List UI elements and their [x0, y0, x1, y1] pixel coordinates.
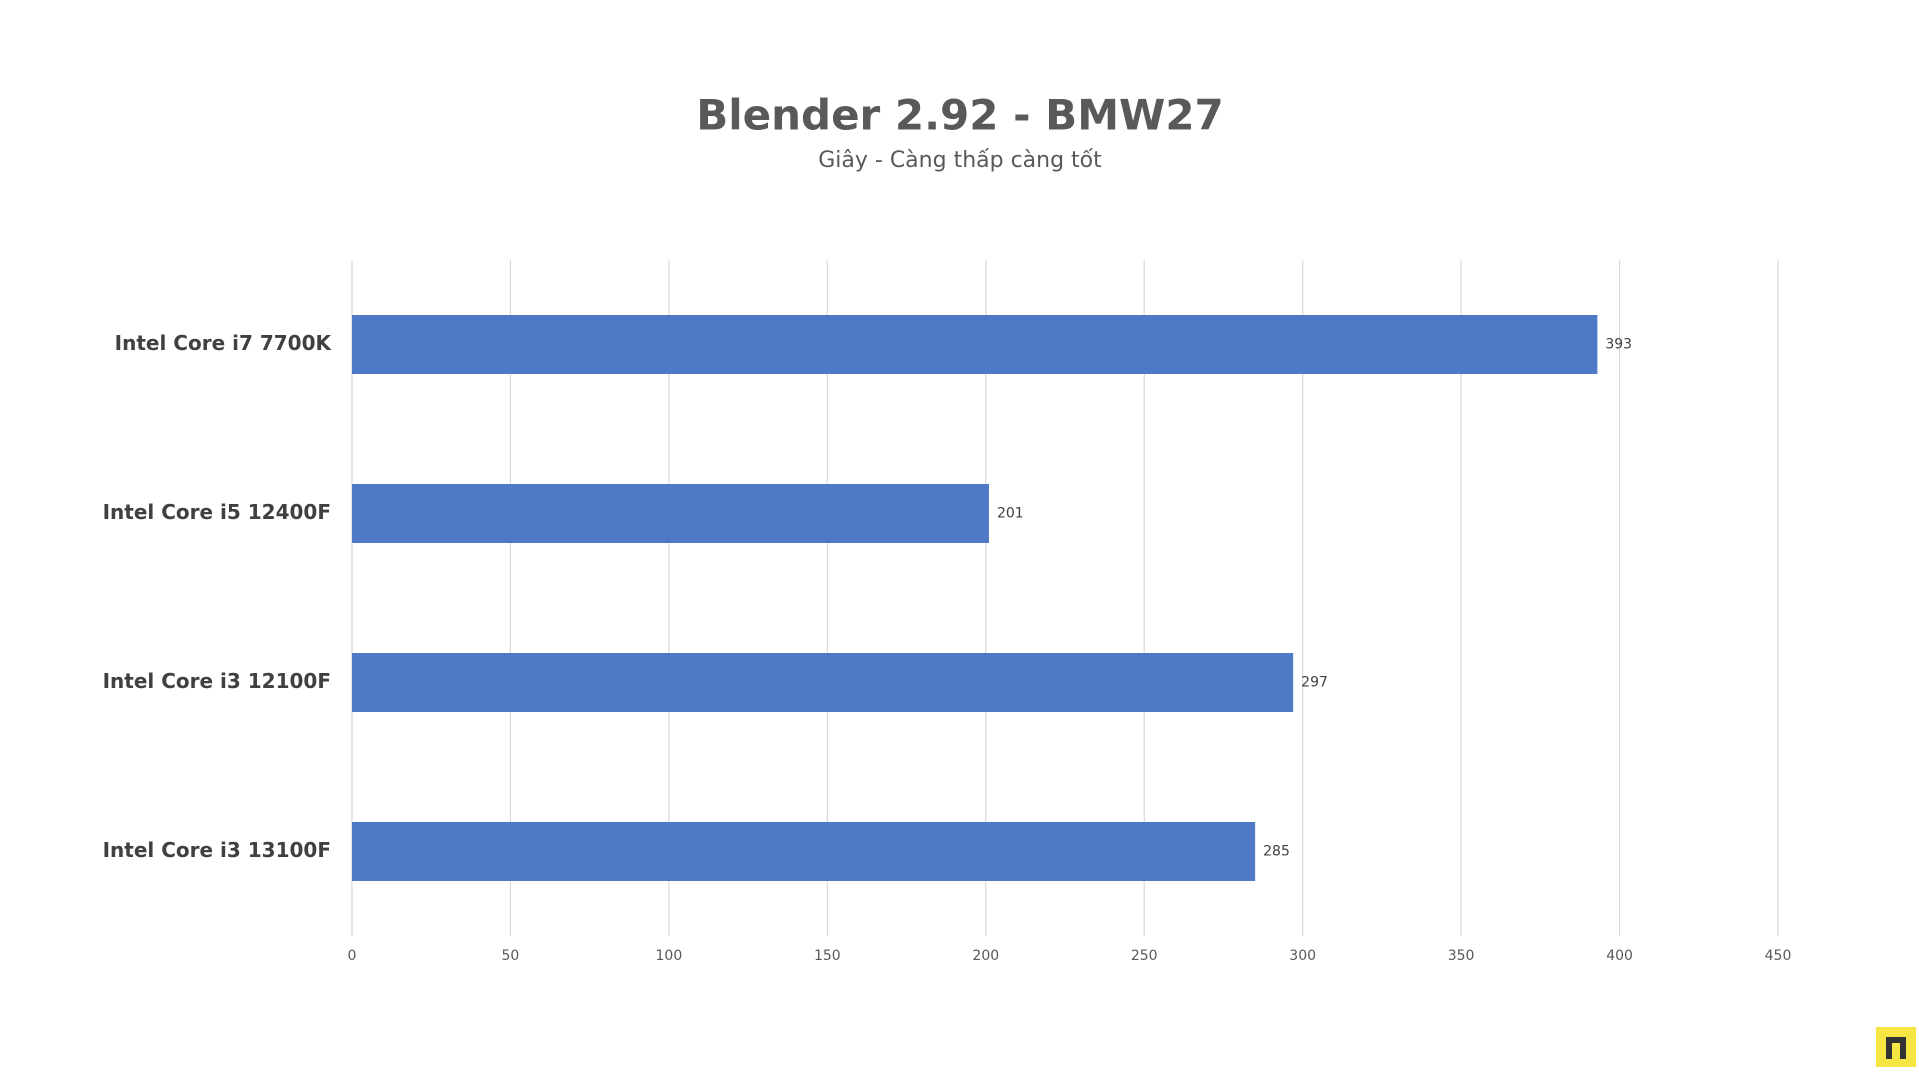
bar [352, 315, 1598, 374]
bar [352, 484, 989, 543]
x-tick-label: 0 [348, 948, 357, 964]
bar [352, 653, 1294, 712]
x-tick-label: 350 [1448, 948, 1475, 964]
data-label: 285 [1263, 844, 1290, 860]
x-tick-label: 300 [1289, 948, 1316, 964]
x-tick-label: 250 [1131, 948, 1158, 964]
x-tick-label: 450 [1765, 948, 1792, 964]
x-tick-label: 50 [502, 948, 520, 964]
data-label: 201 [997, 506, 1024, 522]
x-tick-label: 200 [972, 948, 999, 964]
chart-title: Blender 2.92 - BMW27 [696, 91, 1224, 140]
y-tick-label: Intel Core i5 12400F [103, 500, 331, 524]
logo [1876, 1027, 1916, 1067]
data-label: 393 [1605, 337, 1632, 353]
x-tick-label: 400 [1606, 948, 1633, 964]
x-tick-label: 100 [656, 948, 683, 964]
data-label: 297 [1301, 675, 1328, 691]
chart-subtitle: Giây - Càng thấp càng tốt [818, 148, 1102, 173]
bar [352, 822, 1256, 881]
y-tick-label: Intel Core i7 7700K [115, 331, 333, 355]
logo-box [1876, 1027, 1916, 1067]
y-tick-label: Intel Core i3 12100F [103, 669, 331, 693]
y-tick-label: Intel Core i3 13100F [103, 838, 331, 862]
logo-icon [1886, 1037, 1906, 1059]
x-tick-label: 150 [814, 948, 841, 964]
